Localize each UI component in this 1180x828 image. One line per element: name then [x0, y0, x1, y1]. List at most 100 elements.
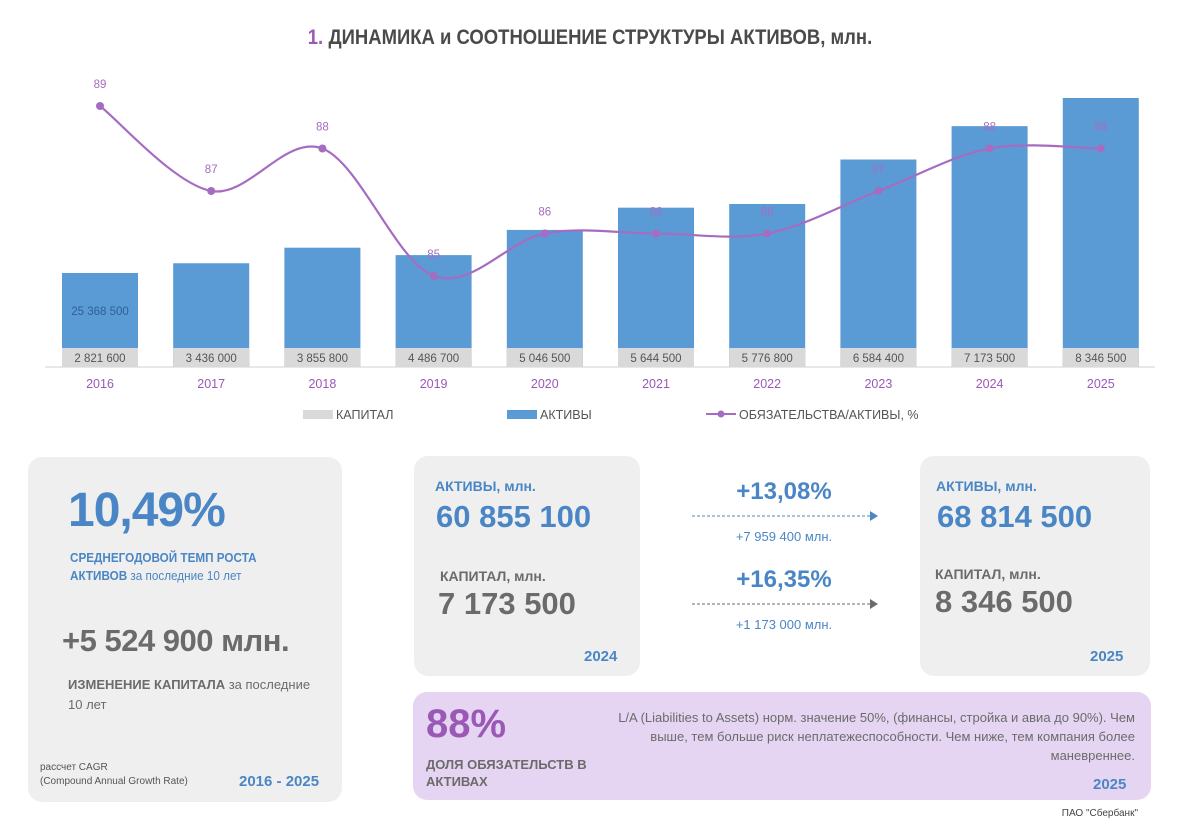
cagr-card: 10,49% СРЕДНЕГОДОВОЙ ТЕМП РОСТА АКТИВОВ … [28, 457, 342, 802]
liabilities-ratio-label: 86 [761, 207, 774, 219]
capital-change-label-1: ИЗМЕНЕНИЕ КАПИТАЛА [68, 677, 226, 692]
x-tick-label: 2023 [864, 377, 892, 391]
bar-capital [395, 348, 472, 367]
x-tick-label: 2025 [1087, 377, 1115, 391]
cagr-note: рассчет CAGR (Compound Annual Growth Rat… [40, 761, 188, 789]
bar-capital [1062, 348, 1139, 367]
company-name: ПАО "Сбербанк" [1061, 808, 1138, 819]
liabilities-ratio-label: 87 [205, 164, 218, 176]
liabilities-ratio-label: 86 [650, 207, 663, 219]
assets-data-label: 25 368 500 [71, 306, 129, 318]
bar-assets [506, 229, 583, 367]
liabilities-ratio-label: 88 [1094, 122, 1107, 134]
liabilities-ratio-point [96, 102, 104, 110]
la-value: 88% [426, 702, 507, 746]
la-year: 2025 [1093, 776, 1127, 793]
assets-growth-abs: +7 959 400 млн. [735, 529, 833, 544]
cagr-note-2: (Compound Annual Growth Rate) [40, 776, 188, 787]
cagr-value: 10,49% [68, 484, 226, 537]
assets-growth-pct: +13,08% [736, 478, 832, 505]
card-2024-capital-label: КАПИТАЛ, млн. [440, 568, 546, 584]
card-2025-assets-label: АКТИВЫ, млн. [936, 478, 1037, 494]
x-tick-label: 2018 [308, 377, 336, 391]
liabilities-ratio-label: 88 [983, 122, 996, 134]
liabilities-ratio-label: 88 [316, 122, 329, 134]
legend-capital-swatch [303, 410, 333, 419]
x-tick-label: 2022 [753, 377, 781, 391]
bar-assets [284, 247, 361, 367]
liabilities-ratio-point [429, 272, 438, 280]
capital-data-label: 5 046 500 [519, 353, 570, 365]
card-2025-assets-value: 68 814 500 [937, 499, 1093, 534]
title-text: ДИНАМИКА и СООТНОШЕНИЕ СТРУКТУРЫ АКТИВОВ… [328, 26, 873, 49]
liabilities-ratio-label: 89 [94, 79, 107, 91]
la-description: L/A (Liabilities to Assets) норм. значен… [618, 710, 1135, 763]
liabilities-ratio-point [318, 144, 327, 153]
liabilities-ratio-point [985, 144, 994, 153]
card-2024-capital-value: 7 173 500 [438, 586, 576, 621]
capital-data-label: 4 486 700 [408, 353, 459, 365]
bar-capital [284, 348, 361, 367]
cagr-period: 2016 - 2025 [239, 773, 320, 790]
capital-data-label: 7 173 500 [964, 353, 1015, 365]
legend-assets-swatch [507, 410, 537, 419]
cagr-label-line3: за последние 10 лет [127, 568, 242, 583]
capital-data-label: 3 436 000 [186, 353, 237, 365]
x-tick-label: 2019 [420, 377, 448, 391]
page-title: 1. ДИНАМИКА и СООТНОШЕНИЕ СТРУКТУРЫ АКТИВ… [71, 26, 1109, 50]
bar-capital [729, 348, 806, 367]
capital-change-label-2: за последние 10 лет [68, 677, 311, 712]
bar-capital [951, 348, 1028, 367]
capital-data-label: 3 855 800 [297, 353, 348, 365]
capital-change-value: +5 524 900 млн. [62, 623, 290, 658]
capital-growth-pct: +16,35% [736, 566, 832, 593]
liabilities-ratio-point [1096, 144, 1105, 153]
x-tick-label: 2017 [197, 377, 225, 391]
card-2025-capital-value: 8 346 500 [935, 584, 1073, 619]
assets-growth-arrow [692, 511, 878, 521]
capital-data-label: 2 821 600 [74, 353, 125, 365]
bar-capital [173, 348, 250, 367]
assets-chart: 2 821 600 25 368 500 2016 3 436 000 2017 3 85… [45, 79, 1155, 422]
cagr-label: СРЕДНЕГОДОВОЙ ТЕМП РОСТА АКТИВОВ за посл… [70, 549, 277, 585]
cagr-note-1: рассчет CAGR [40, 762, 108, 773]
legend-ratio-marker [717, 410, 725, 418]
liabilities-ratio-point [540, 229, 549, 238]
la-label: ДОЛЯ ОБЯЗАТЕЛЬСТВ В АКТИВАХ [426, 757, 587, 789]
cagr-label-line2: АКТИВОВ [70, 568, 128, 583]
title-number: 1. [307, 26, 324, 49]
bar-capital [62, 348, 138, 367]
capital-change-label: ИЗМЕНЕНИЕ КАПИТАЛА за последние 10 лет [68, 675, 328, 715]
card-2024-year: 2024 [584, 648, 618, 665]
capital-data-label: 5 644 500 [630, 353, 681, 365]
liabilities-ratio-label: 87 [872, 164, 885, 176]
liabilities-ratio-point [207, 187, 216, 195]
x-tick-label: 2020 [531, 377, 559, 391]
bar-capital [840, 348, 917, 367]
bar-assets [1062, 98, 1139, 367]
bar-assets [951, 126, 1028, 367]
x-tick-label: 2024 [976, 377, 1004, 391]
capital-data-label: 6 584 400 [853, 353, 904, 365]
card-2025-year: 2025 [1090, 648, 1124, 665]
liabilities-ratio-point [763, 229, 772, 238]
liabilities-ratio-label: 86 [538, 207, 551, 219]
bar-capital [506, 348, 583, 367]
capital-growth-arrow [692, 599, 878, 609]
bar-assets [729, 203, 806, 367]
capital-growth-abs: +1 173 000 млн. [735, 617, 833, 632]
liabilities-ratio-point [652, 229, 660, 238]
card-2025: АКТИВЫ, млн. 68 814 500 КАПИТАЛ, млн. 8 … [920, 456, 1150, 676]
bar-capital [618, 348, 694, 367]
la-card: 88% ДОЛЯ ОБЯЗАТЕЛЬСТВ В АКТИВАХ L/A (Lia… [413, 692, 1151, 800]
legend-ratio-label: ОБЯЗАТЕЛЬСТВА/АКТИВЫ, % [739, 408, 919, 422]
cagr-label-line1: СРЕДНЕГОДОВОЙ ТЕМП РОСТА [70, 550, 257, 565]
liabilities-ratio-line [99, 105, 1101, 280]
card-2024-assets-value: 60 855 100 [436, 499, 592, 534]
capital-data-label: 5 776 800 [742, 353, 793, 365]
capital-data-label: 8 346 500 [1075, 353, 1126, 365]
liabilities-ratio-label: 85 [427, 249, 440, 261]
x-tick-label: 2016 [86, 377, 114, 391]
card-2025-capital-label: КАПИТАЛ, млн. [935, 566, 1041, 582]
legend-capital-label: КАПИТАЛ [336, 408, 393, 422]
